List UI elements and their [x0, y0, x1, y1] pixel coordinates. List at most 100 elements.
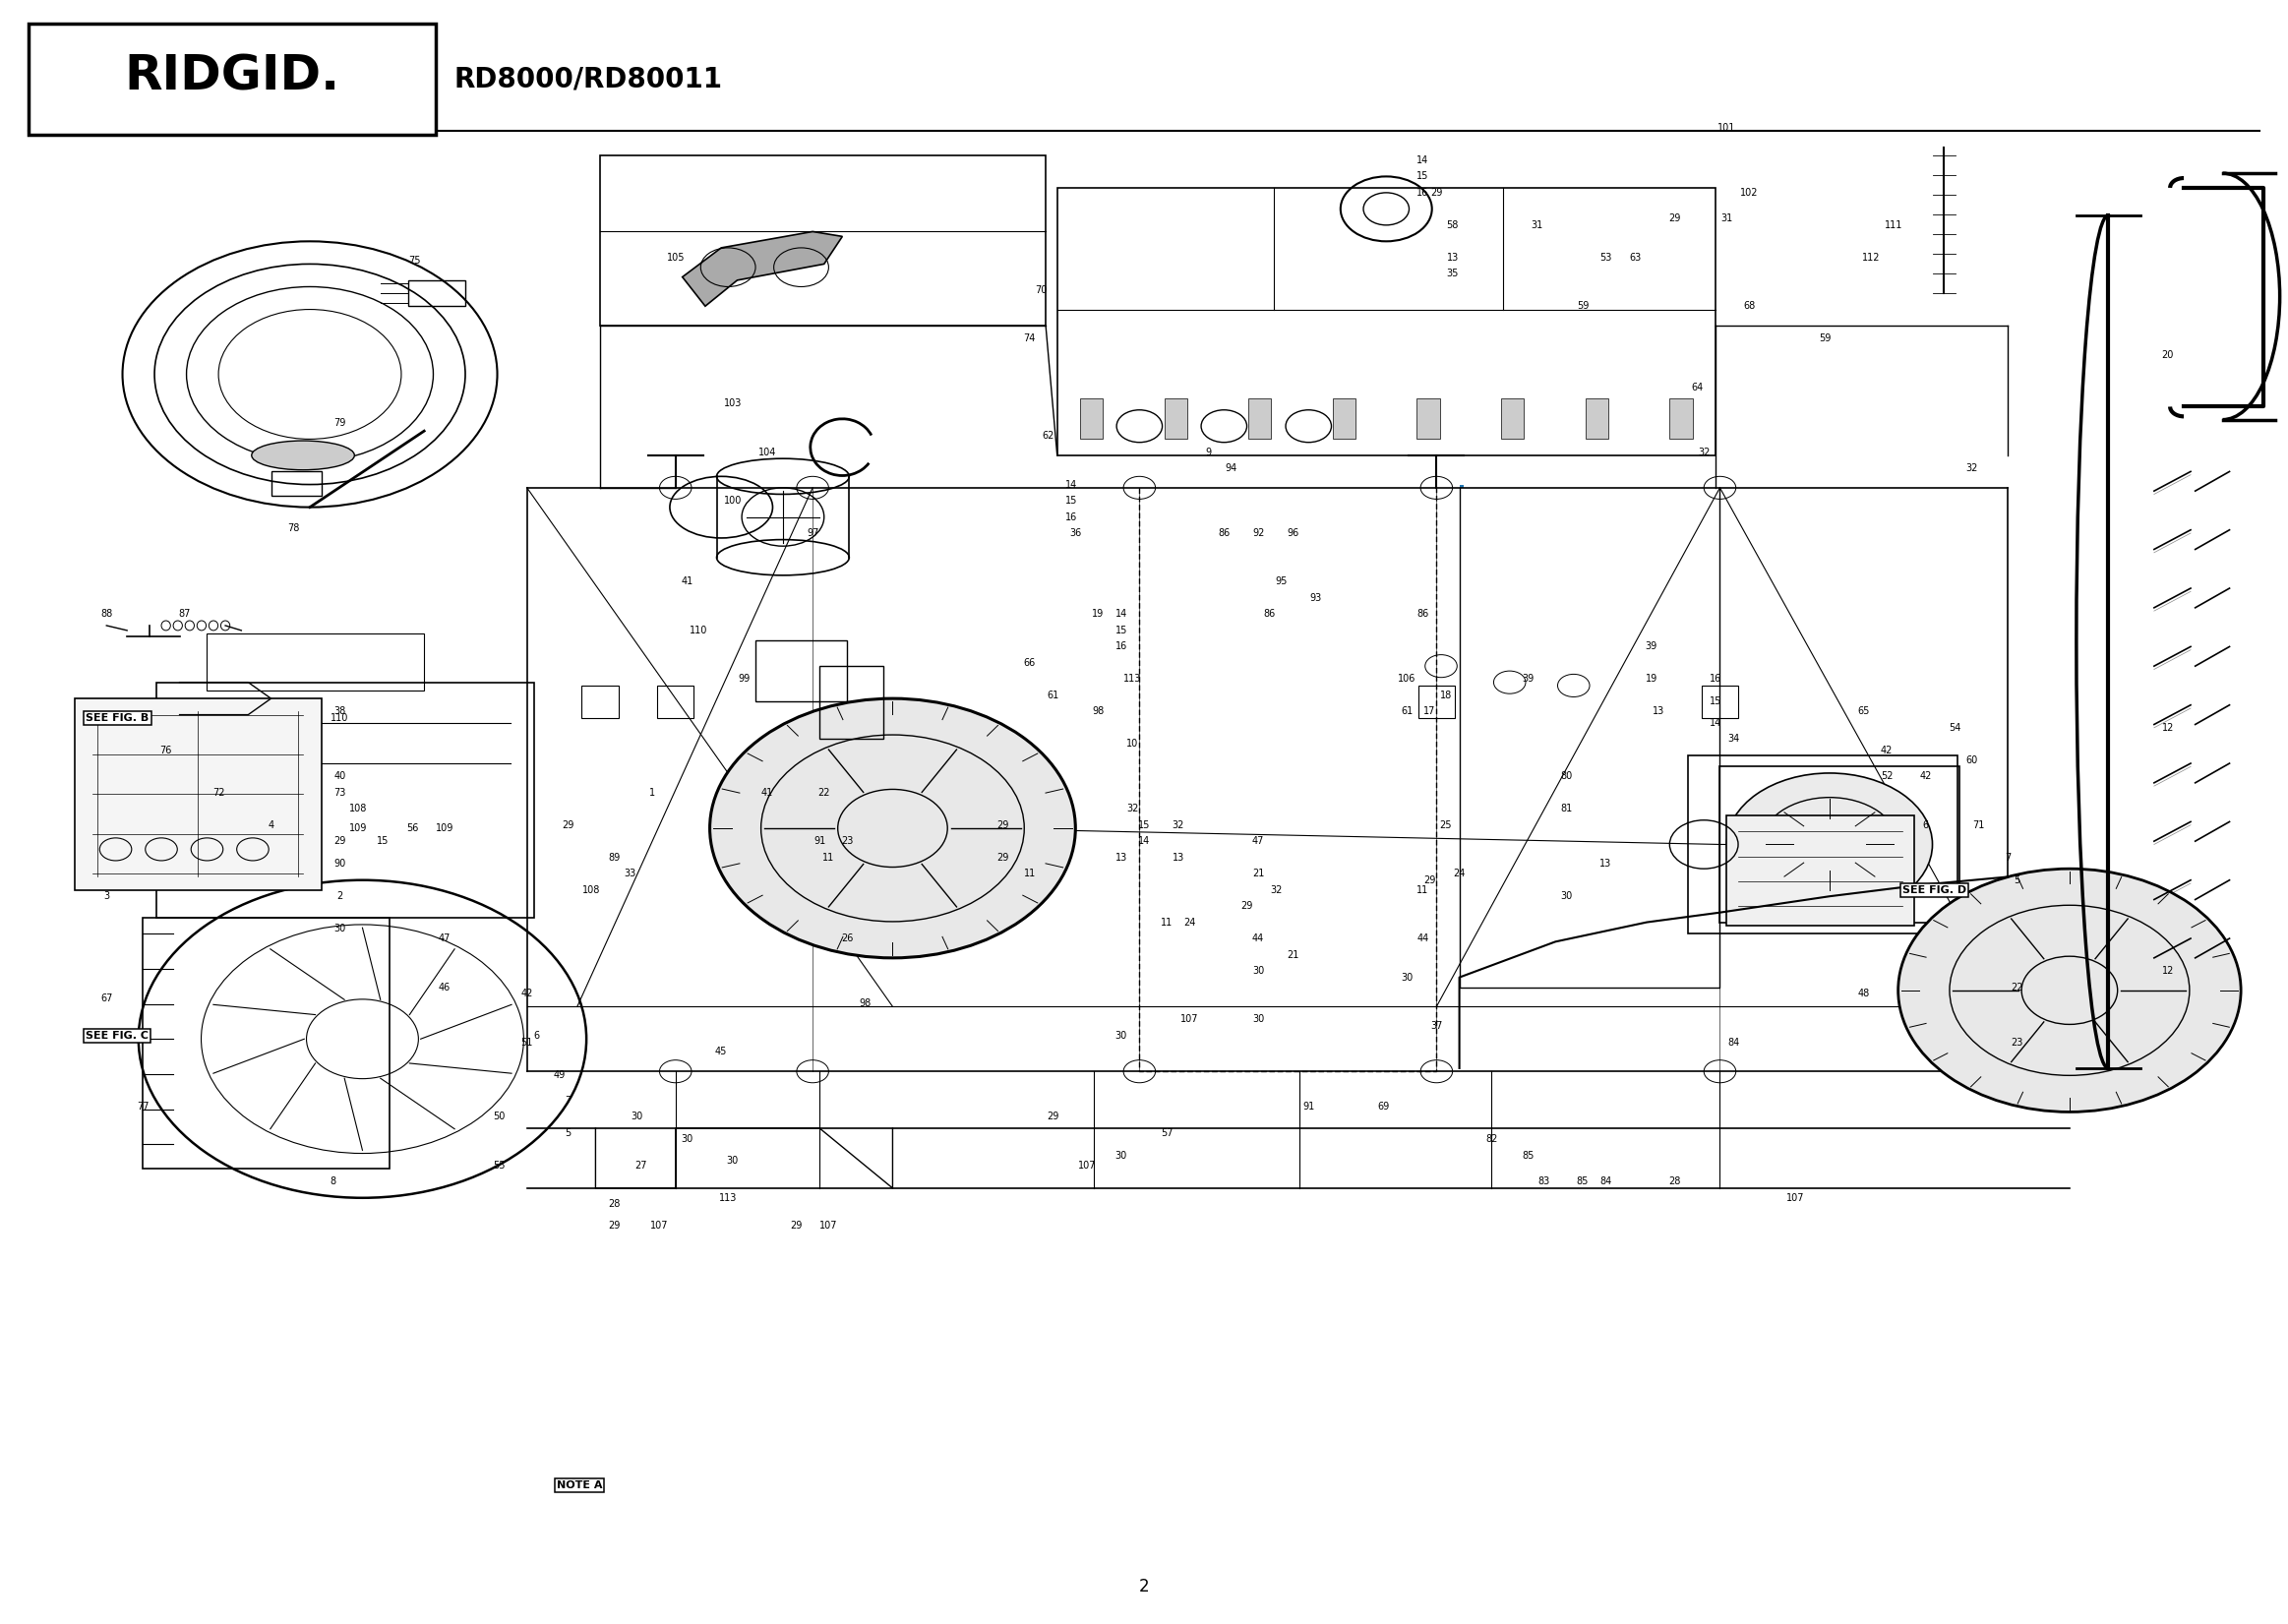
- Text: 30: 30: [1114, 1151, 1128, 1161]
- Text: 11: 11: [1416, 885, 1428, 895]
- Text: 91: 91: [815, 836, 826, 846]
- Text: 80: 80: [1560, 771, 1572, 781]
- Text: 15: 15: [1114, 625, 1128, 635]
- Text: 30: 30: [631, 1112, 643, 1122]
- Text: 61: 61: [1046, 690, 1059, 700]
- Text: 6: 6: [1922, 820, 1929, 830]
- Text: 86: 86: [1217, 528, 1231, 538]
- Bar: [1586, 398, 1608, 438]
- Text: 54: 54: [1949, 723, 1961, 732]
- Text: 58: 58: [1446, 221, 1457, 231]
- Text: 113: 113: [718, 1194, 737, 1203]
- Text: 14: 14: [1114, 609, 1128, 619]
- Text: 15: 15: [1137, 820, 1151, 830]
- Text: 105: 105: [666, 253, 684, 263]
- Bar: [1670, 398, 1693, 438]
- Text: 77: 77: [137, 1103, 149, 1112]
- Text: 75: 75: [410, 257, 421, 266]
- Text: 56: 56: [407, 823, 419, 833]
- Text: 13: 13: [1446, 253, 1457, 263]
- Text: 98: 98: [1091, 706, 1105, 716]
- Text: 29: 29: [609, 1221, 620, 1231]
- Text: 16: 16: [1416, 188, 1428, 198]
- Text: 107: 107: [1787, 1194, 1805, 1203]
- Bar: [407, 281, 464, 307]
- Text: 11: 11: [1160, 918, 1174, 927]
- Text: 32: 32: [1270, 885, 1284, 895]
- Text: 13: 13: [1599, 859, 1611, 869]
- Text: 42: 42: [1920, 771, 1931, 781]
- Text: 95: 95: [1274, 577, 1288, 586]
- Text: 88: 88: [101, 609, 112, 619]
- Bar: [1702, 685, 1739, 718]
- Text: 68: 68: [1743, 300, 1755, 312]
- Text: 51: 51: [522, 1038, 533, 1047]
- Text: 38: 38: [334, 706, 345, 716]
- Text: RIDGID.: RIDGID.: [124, 52, 341, 99]
- Text: 53: 53: [1599, 253, 1611, 263]
- Text: 47: 47: [439, 934, 451, 944]
- Text: 44: 44: [1252, 934, 1265, 944]
- Text: 90: 90: [334, 859, 345, 869]
- Polygon shape: [682, 232, 842, 307]
- Text: 44: 44: [1416, 934, 1428, 944]
- Text: 97: 97: [808, 528, 819, 538]
- Bar: [1416, 398, 1439, 438]
- Text: 109: 109: [435, 823, 453, 833]
- Bar: [755, 640, 847, 702]
- Text: 45: 45: [716, 1047, 728, 1057]
- Text: 102: 102: [1741, 188, 1759, 198]
- Text: 18: 18: [1439, 690, 1451, 700]
- Text: 71: 71: [1972, 820, 1984, 830]
- Text: 61: 61: [1400, 706, 1412, 716]
- Text: 23: 23: [2011, 1038, 2023, 1047]
- Text: 43: 43: [101, 713, 112, 723]
- Text: 17: 17: [1423, 706, 1437, 716]
- Bar: [657, 685, 693, 718]
- Text: 3: 3: [103, 892, 110, 901]
- Text: 1: 1: [650, 788, 657, 797]
- Text: 98: 98: [860, 999, 872, 1009]
- Text: 8: 8: [329, 1177, 336, 1187]
- Text: 30: 30: [1252, 1015, 1265, 1025]
- Text: 20: 20: [2162, 349, 2174, 361]
- Text: 16: 16: [1064, 512, 1078, 521]
- Text: 42: 42: [1881, 745, 1892, 755]
- Text: 59: 59: [1576, 300, 1588, 312]
- Text: 30: 30: [1252, 966, 1265, 976]
- Text: 100: 100: [723, 495, 741, 505]
- Text: 32: 32: [1965, 463, 1977, 473]
- Text: 107: 107: [1078, 1161, 1096, 1171]
- Text: 74: 74: [1023, 333, 1036, 344]
- Text: 32: 32: [1698, 447, 1709, 456]
- Text: 14: 14: [1137, 836, 1151, 846]
- Text: SEE FIG. D: SEE FIG. D: [1904, 885, 1968, 895]
- Text: 4: 4: [268, 820, 275, 830]
- Bar: [1332, 398, 1354, 438]
- Bar: [1689, 755, 1959, 934]
- Text: 19: 19: [1645, 674, 1657, 684]
- Text: 15: 15: [378, 836, 389, 846]
- Text: 96: 96: [1286, 528, 1300, 538]
- Bar: [599, 156, 1046, 326]
- Text: 21: 21: [1252, 869, 1265, 879]
- Ellipse shape: [1727, 773, 1933, 916]
- Text: 65: 65: [1858, 706, 1869, 716]
- Text: 60: 60: [1965, 755, 1977, 765]
- Text: 86: 86: [1416, 609, 1428, 619]
- Bar: [1501, 398, 1524, 438]
- Text: 48: 48: [1858, 989, 1869, 999]
- Text: 76: 76: [160, 745, 172, 755]
- Bar: [1080, 398, 1103, 438]
- Bar: [1460, 484, 1464, 487]
- Text: 110: 110: [329, 713, 348, 723]
- Text: 85: 85: [1576, 1177, 1588, 1187]
- Text: 41: 41: [762, 788, 773, 797]
- Text: 41: 41: [682, 577, 693, 586]
- Text: 2: 2: [1139, 1579, 1149, 1596]
- Text: 66: 66: [1023, 658, 1036, 667]
- Text: 22: 22: [817, 788, 831, 797]
- Bar: [30, 24, 435, 135]
- Text: 24: 24: [1453, 869, 1464, 879]
- Text: 12: 12: [2162, 723, 2174, 732]
